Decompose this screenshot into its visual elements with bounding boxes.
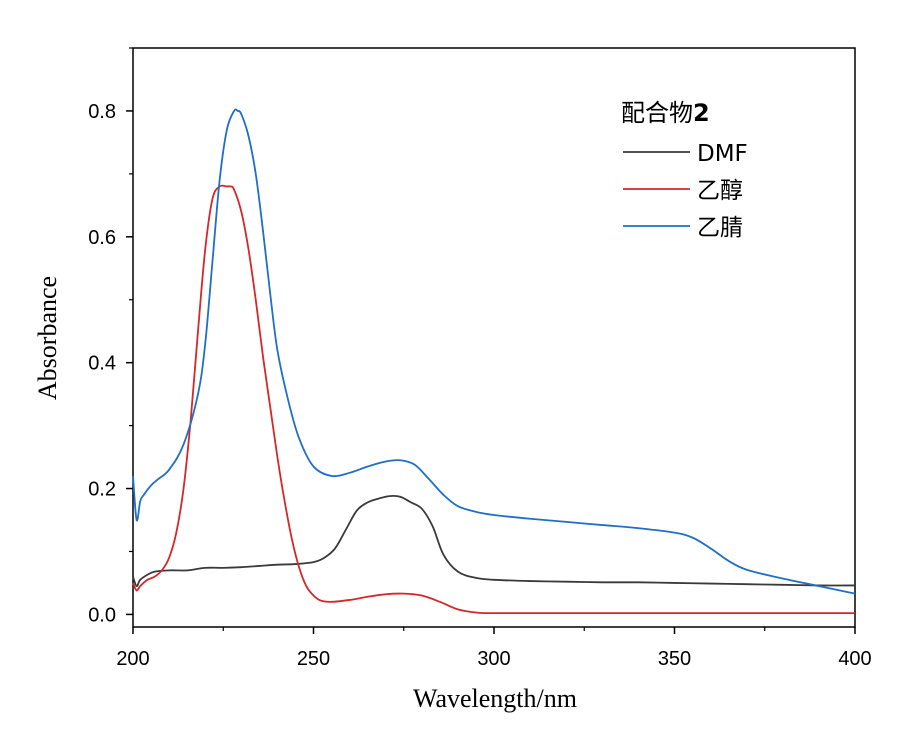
- legend-label: 乙醇: [697, 178, 743, 204]
- legend-label: DMF: [697, 141, 748, 167]
- x-tick-label: 400: [838, 648, 871, 670]
- y-axis-title: Absorbance: [33, 276, 62, 400]
- y-tick-label: 0.4: [88, 353, 116, 375]
- plot-frame: [132, 47, 856, 628]
- series-lines: [132, 108, 856, 615]
- x-axis-title: Wavelength/nm: [413, 684, 577, 713]
- legend-title-text: 配合物: [621, 99, 693, 127]
- legend-title: 配合物2: [621, 99, 710, 127]
- x-tick-label: 300: [477, 648, 510, 670]
- y-tick-label: 0.6: [88, 227, 116, 249]
- y-tick-label: 0.0: [88, 604, 116, 626]
- series-line-1: [132, 184, 855, 615]
- series-line-0: [132, 494, 856, 587]
- tick-labels: 200 250 300 350 400 0.0 0.2 0.4 0.6 0.8: [88, 101, 872, 670]
- x-tick-label: 350: [658, 648, 691, 670]
- legend-title-bold: 2: [693, 99, 710, 127]
- x-tick-label: 250: [297, 648, 330, 670]
- legend-label: 乙腈: [697, 215, 743, 241]
- y-tick-label: 0.8: [88, 101, 116, 123]
- series-line-2: [132, 108, 856, 595]
- x-tick-label: 200: [116, 648, 149, 670]
- axis-ticks: [126, 47, 856, 634]
- y-tick-label: 0.2: [88, 479, 116, 501]
- plot-border: [132, 47, 856, 628]
